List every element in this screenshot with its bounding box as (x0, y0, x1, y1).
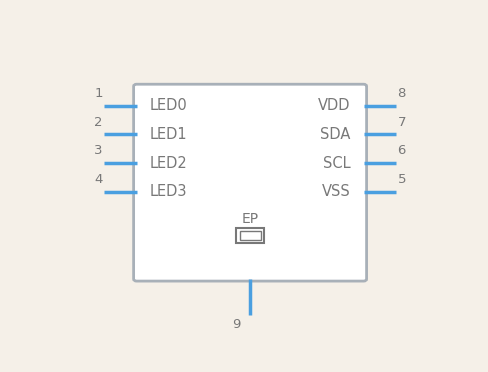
Text: SDA: SDA (320, 127, 350, 142)
Text: 7: 7 (398, 116, 406, 129)
Text: VSS: VSS (322, 184, 350, 199)
Bar (240, 231, 261, 240)
Text: LED0: LED0 (150, 98, 187, 113)
Text: 9: 9 (232, 318, 241, 331)
Text: 2: 2 (94, 116, 102, 129)
Text: VDD: VDD (318, 98, 350, 113)
Text: 6: 6 (398, 144, 406, 157)
Text: 5: 5 (398, 173, 406, 186)
Text: LED1: LED1 (150, 127, 187, 142)
Text: 4: 4 (94, 173, 102, 186)
FancyBboxPatch shape (134, 84, 366, 281)
Text: 8: 8 (398, 87, 406, 100)
Text: 1: 1 (94, 87, 102, 100)
Text: 3: 3 (94, 144, 102, 157)
Bar (236, 228, 264, 243)
Text: SCL: SCL (323, 155, 350, 171)
Text: LED3: LED3 (150, 184, 187, 199)
Text: LED2: LED2 (150, 155, 187, 171)
Text: EP: EP (242, 212, 259, 225)
